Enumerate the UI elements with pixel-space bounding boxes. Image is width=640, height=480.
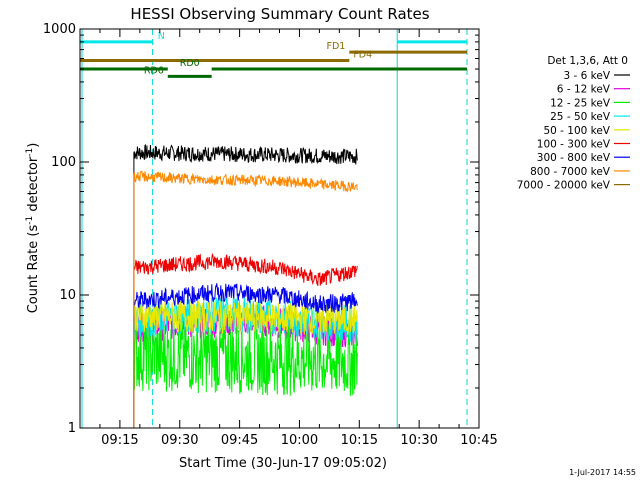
legend-label-100-300-kev: 100 - 300 keV: [537, 139, 611, 151]
flag-label-fd1: FD1: [327, 41, 346, 52]
y-label-main: Count Rate (s: [26, 225, 41, 314]
y-label-sup2: -1: [25, 148, 35, 157]
y-tick-label-100: 100: [51, 155, 76, 170]
x-tick-label-09-30: 09:30: [161, 433, 198, 448]
flag-label-fd4: FD4: [353, 49, 372, 60]
y-tick-label-1: 1: [68, 421, 76, 436]
series-line-3-6-kev: [133, 143, 358, 428]
chart-title: HESSI Observing Summary Count Rates: [130, 5, 429, 23]
series-line-300-800-kev: [133, 283, 358, 428]
x-tick-label-10-30: 10:30: [400, 433, 437, 448]
axis-ticks: 09:15 09:30 09:45 10:00 10:15 10:30 10:45 1 10 10…: [43, 22, 498, 448]
x-tick-label-10-15: 10:15: [341, 433, 378, 448]
x-tick-label-09-45: 09:45: [221, 433, 258, 448]
x-axis-label: Start Time (30-Jun-17 09:05:02): [179, 456, 387, 471]
series-line-50-100-kev: [133, 300, 358, 428]
y-label-sup1: -1: [25, 216, 35, 225]
legend-label-3-6-kev: 3 - 6 keV: [563, 70, 610, 82]
series-line-800-7000-kev: [133, 170, 358, 428]
legend-label-300-800-kev: 300 - 800 keV: [537, 152, 611, 164]
legend-label-800-7000-kev: 800 - 7000 keV: [530, 166, 611, 178]
y-tick-label-10: 10: [59, 288, 76, 303]
legend-label-7000-20000-kev: 7000 - 20000 keV: [517, 180, 611, 192]
y-tick-label-1000: 1000: [43, 22, 76, 37]
plot-series: [133, 143, 358, 428]
flag-label-n: N: [158, 31, 165, 42]
legend-title: Det 1,3,6, Att 0: [547, 55, 628, 67]
x-tick-label-10-45: 10:45: [460, 433, 497, 448]
legend-label-6-12-kev: 6 - 12 keV: [557, 84, 611, 96]
y-axis-label: Count Rate (s-1 detector-1): [25, 143, 41, 314]
x-tick-label-09-15: 09:15: [101, 433, 138, 448]
legend-label-50-100-kev: 50 - 100 keV: [543, 125, 610, 137]
x-tick-label-10-00: 10:00: [281, 433, 318, 448]
flag-label-rd0: RD0: [180, 58, 200, 69]
legend-label-12-25-kev: 12 - 25 keV: [550, 97, 611, 109]
y-label-end: ): [26, 143, 41, 148]
footer-stamp: 1-Jul-2017 14:55: [569, 468, 636, 477]
series-line-100-300-kev: [133, 252, 358, 428]
legend-label-25-50-kev: 25 - 50 keV: [550, 111, 611, 123]
y-label-mid: detector: [26, 156, 41, 216]
flag-label-rd6: RD6: [144, 65, 164, 76]
